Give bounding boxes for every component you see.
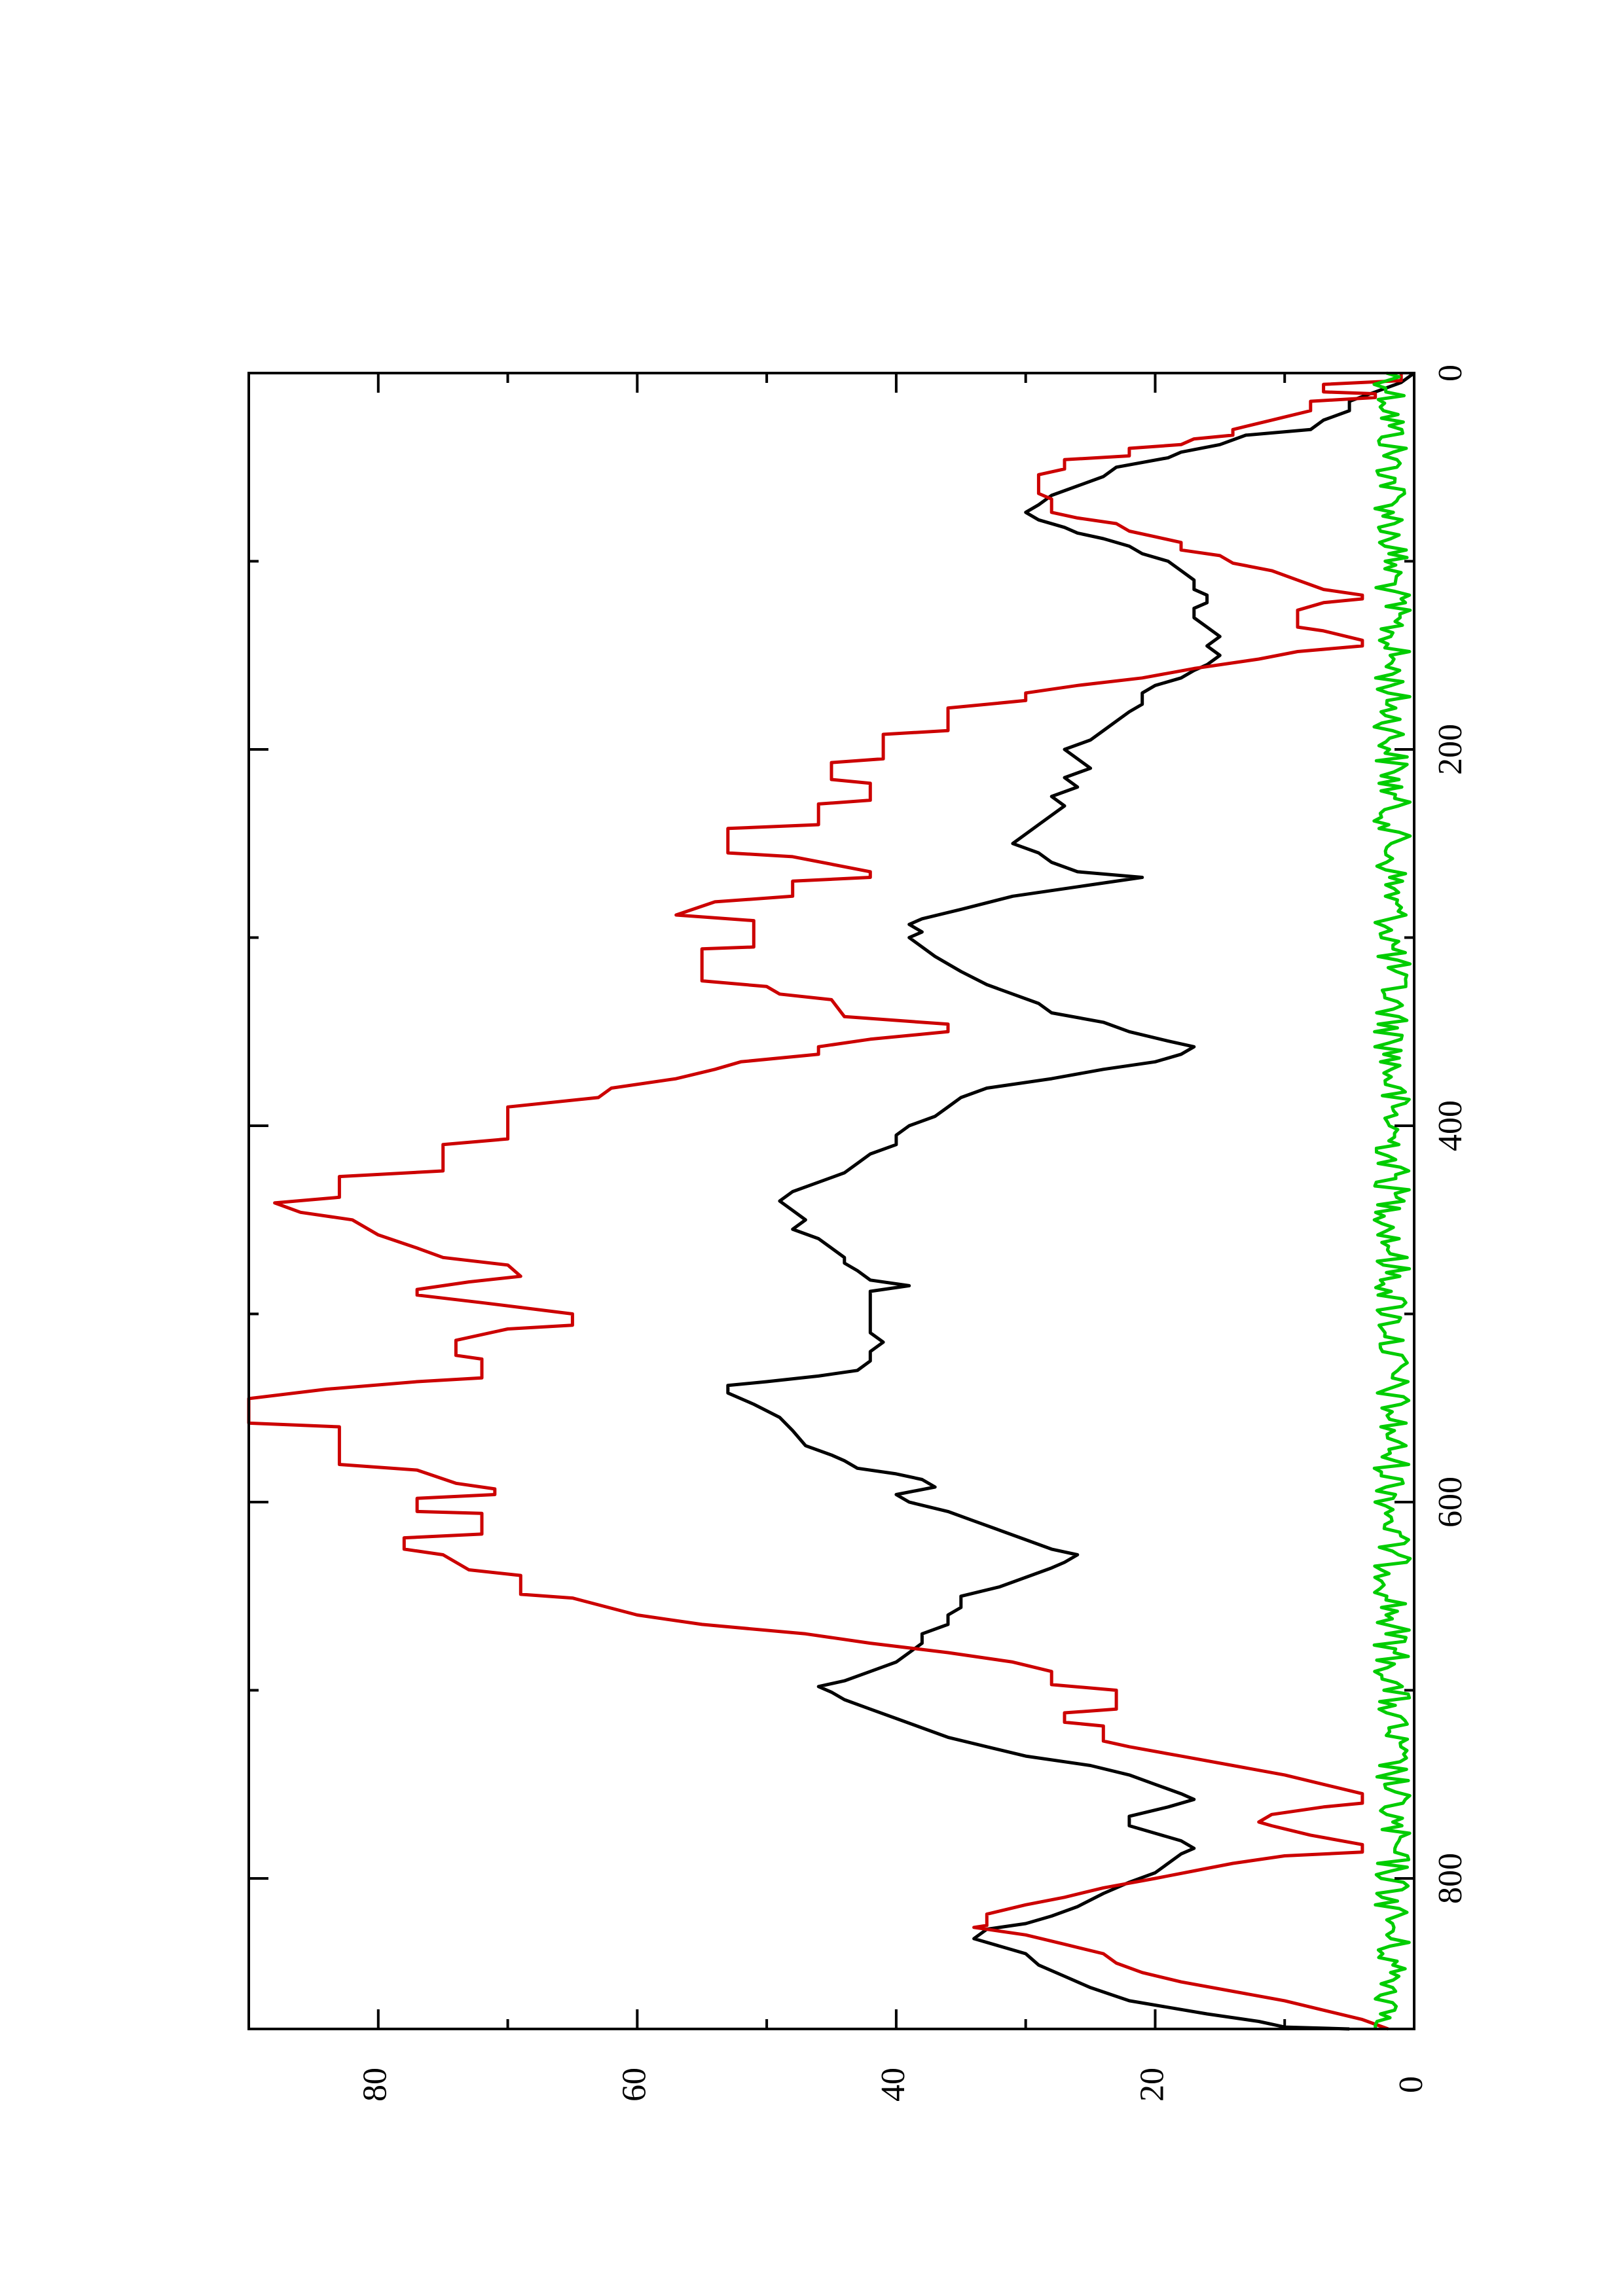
ticks-layer bbox=[249, 372, 1415, 2029]
series-layer bbox=[247, 371, 1415, 2031]
x-tick-label: 400 bbox=[1432, 1100, 1469, 1151]
y-tick-label: 40 bbox=[875, 2068, 912, 2102]
series-line-3 bbox=[1372, 371, 1412, 2030]
plot-frame bbox=[247, 372, 1415, 2030]
series-line-1 bbox=[726, 371, 1415, 2031]
series-line-2 bbox=[247, 373, 1403, 2031]
x-tick-label: 0 bbox=[1432, 365, 1469, 382]
x-tick-label: 800 bbox=[1432, 1853, 1469, 1904]
labels-layer: 0 200 400 600 800 0 20 40 60 80 bbox=[357, 365, 1469, 2102]
x-tick-label: 600 bbox=[1432, 1477, 1469, 1528]
y-tick-label: 60 bbox=[615, 2068, 653, 2102]
y-tick-label: 80 bbox=[357, 2068, 394, 2102]
y-tick-label: 20 bbox=[1133, 2068, 1171, 2102]
y-tick-label: 0 bbox=[1393, 2076, 1430, 2093]
x-tick-label: 200 bbox=[1432, 724, 1469, 775]
